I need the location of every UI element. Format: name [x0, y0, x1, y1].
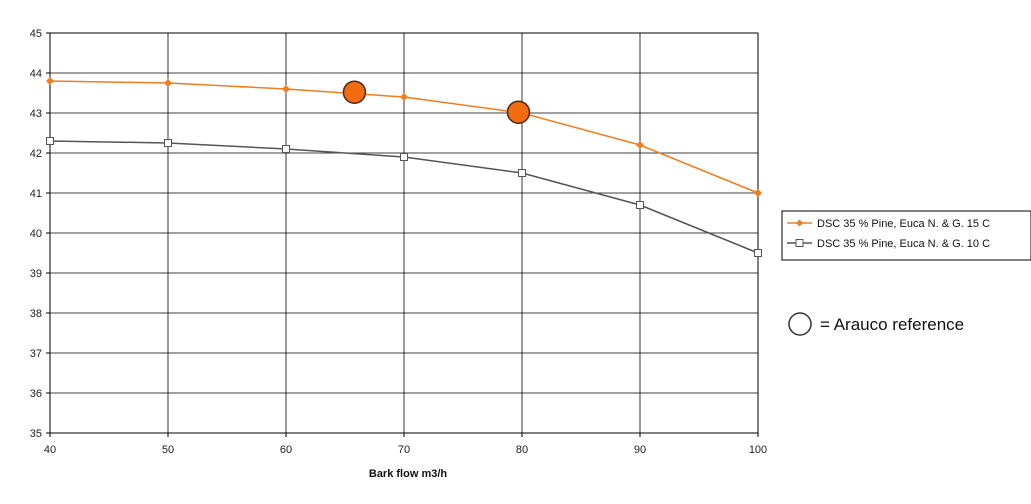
- series-point: [164, 139, 172, 147]
- y-tick-label: 39: [30, 268, 42, 280]
- x-tick-label: 50: [162, 444, 174, 456]
- reference-note: = Arauco reference: [788, 312, 964, 336]
- series-point: [46, 77, 54, 85]
- series-point: [754, 249, 762, 257]
- x-axis-ticks: 40 50 60 70 80 90 100: [44, 444, 767, 456]
- y-tick-label: 41: [30, 188, 42, 200]
- x-tick-label: 100: [749, 444, 767, 456]
- series-point: [754, 189, 762, 197]
- x-tick-label: 80: [516, 444, 528, 456]
- y-tick-label: 40: [30, 228, 42, 240]
- series-point: [282, 85, 290, 93]
- x-tick-label: 90: [634, 444, 646, 456]
- y-tick-label: 35: [30, 428, 42, 440]
- series-point: [400, 153, 408, 161]
- series-point: [46, 137, 54, 145]
- y-tick-label: 45: [30, 28, 42, 40]
- legend-box: [781, 210, 1031, 261]
- series-point: [282, 145, 290, 153]
- reference-note-text: = Arauco reference: [820, 315, 964, 334]
- y-tick-label: 38: [30, 308, 42, 320]
- x-tick-label: 40: [44, 444, 56, 456]
- series-group: [46, 77, 762, 257]
- y-tick-label: 44: [30, 68, 42, 80]
- x-tick-label: 60: [280, 444, 292, 456]
- series-point: [400, 93, 408, 101]
- series-point: [636, 141, 644, 149]
- y-tick-label: 37: [30, 348, 42, 360]
- x-tick-label: 70: [398, 444, 410, 456]
- reference-point: [506, 100, 531, 124]
- x-axis-label: Bark flow m3/h: [369, 468, 448, 480]
- reference-points: [342, 80, 531, 124]
- y-tick-label: 36: [30, 388, 42, 400]
- legend-marker-10c: [795, 239, 804, 247]
- legend-label-15c: DSC 35 % Pine, Euca N. & G. 15 C: [817, 218, 990, 230]
- y-axis-ticks: 35 36 37 38 39 40 41 42 43 44 45: [30, 28, 42, 440]
- legend: DSC 35 % Pine, Euca N. & G. 15 C DSC 35 …: [781, 210, 1031, 261]
- reference-point: [342, 80, 367, 104]
- legend-marker-15c: [796, 219, 803, 227]
- series-point: [636, 201, 644, 209]
- series-point: [518, 169, 526, 177]
- series-point: [164, 79, 172, 87]
- legend-label-10c: DSC 35 % Pine, Euca N. & G. 10 C: [817, 238, 990, 250]
- y-tick-label: 43: [30, 108, 42, 120]
- y-tick-label: 42: [30, 148, 42, 160]
- reference-note-circle: [788, 312, 812, 336]
- grid: [46, 32, 759, 437]
